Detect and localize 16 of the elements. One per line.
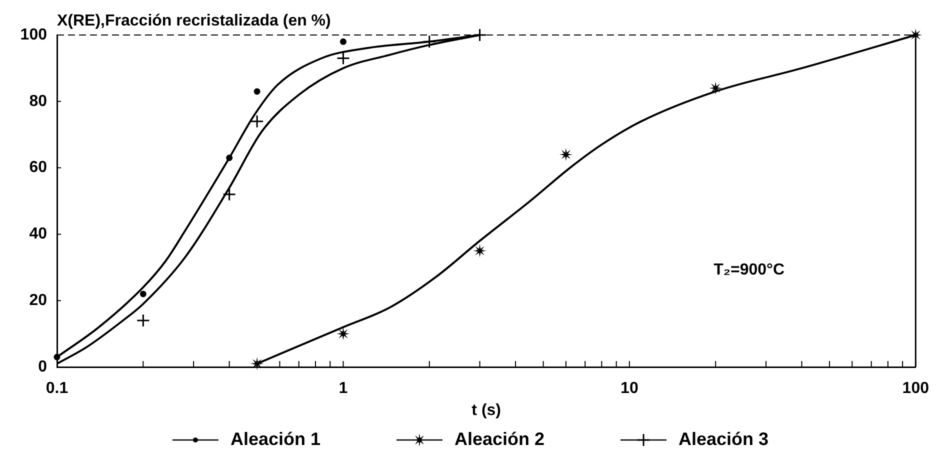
y-tick-label: 40 (29, 226, 48, 243)
y-tick-label: 20 (29, 292, 48, 310)
x-tick-label: 0.1 (46, 380, 68, 398)
x-tick-label: 1 (338, 380, 348, 398)
legend-label: Aleación 2 (454, 428, 545, 449)
legend-label: Aleación 1 (230, 428, 320, 449)
y-axis-title: X(RE),Fracción recristalizada (en %) (57, 12, 331, 30)
annotation: T₂=900°C (714, 261, 785, 278)
y-tick-label: 100 (20, 26, 48, 44)
y-tick-label: 80 (29, 92, 48, 110)
y-tick-label: 60 (29, 159, 48, 176)
legend-label: Aleación 3 (678, 428, 769, 449)
y-tick-label: 0 (38, 358, 48, 376)
x-axis-title: t (s) (472, 402, 501, 419)
x-tick-label: 100 (902, 380, 930, 398)
x-tick-label: 10 (620, 380, 638, 398)
